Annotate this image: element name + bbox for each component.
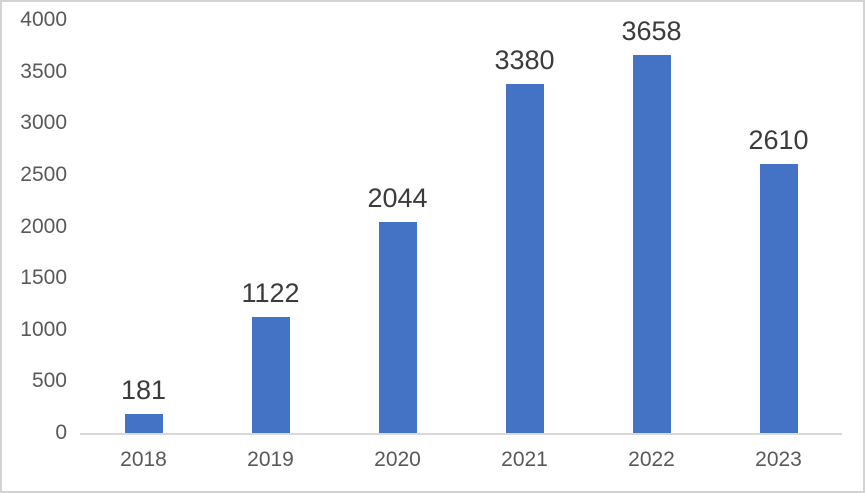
bar-slot-2022: 3658 (588, 16, 715, 433)
x-tick-label-2018: 2018 (120, 448, 167, 471)
y-tick-label: 1500 (20, 266, 67, 290)
data-label-2021: 3380 (494, 45, 555, 76)
x-axis-line (80, 433, 842, 435)
data-label-2019: 1122 (241, 278, 300, 309)
bar-2018 (124, 414, 163, 433)
data-label-2022: 3658 (621, 16, 682, 47)
bar-2023 (759, 163, 798, 433)
bar-slot-2020: 2044 (334, 20, 461, 433)
x-tick-label-2019: 2019 (247, 448, 294, 471)
y-tick-label: 4000 (20, 8, 67, 31)
bar-2021 (505, 84, 544, 433)
x-tick-label-2022: 2022 (628, 448, 675, 471)
y-tick-label: 1000 (20, 317, 67, 341)
bar-slot-2018: 181 (80, 20, 207, 433)
data-label-2023: 2610 (748, 124, 809, 155)
data-label-2018: 181 (120, 375, 167, 406)
x-tick-label-2023: 2023 (755, 448, 802, 471)
y-tick-label: 3000 (20, 111, 67, 135)
y-tick-label: 3500 (20, 59, 67, 83)
x-tick-label-2021: 2021 (501, 448, 548, 471)
bar-slot-2019: 1122 (207, 20, 334, 433)
y-tick-label: 2000 (20, 214, 67, 238)
plot-area: 181 1122 2044 3380 3658 2610 (80, 16, 842, 435)
bar-2022 (632, 55, 671, 433)
y-tick-label: 500 (31, 369, 67, 393)
x-tick-label-2020: 2020 (374, 448, 421, 471)
data-label-2020: 2044 (367, 182, 428, 213)
y-tick-label: 0 (55, 421, 67, 444)
y-tick-label: 2500 (20, 162, 67, 186)
bar-2020 (378, 221, 417, 433)
bar-slot-2023: 2610 (715, 20, 842, 433)
bar-slot-2021: 3380 (461, 20, 588, 433)
bar-2019 (251, 317, 290, 433)
